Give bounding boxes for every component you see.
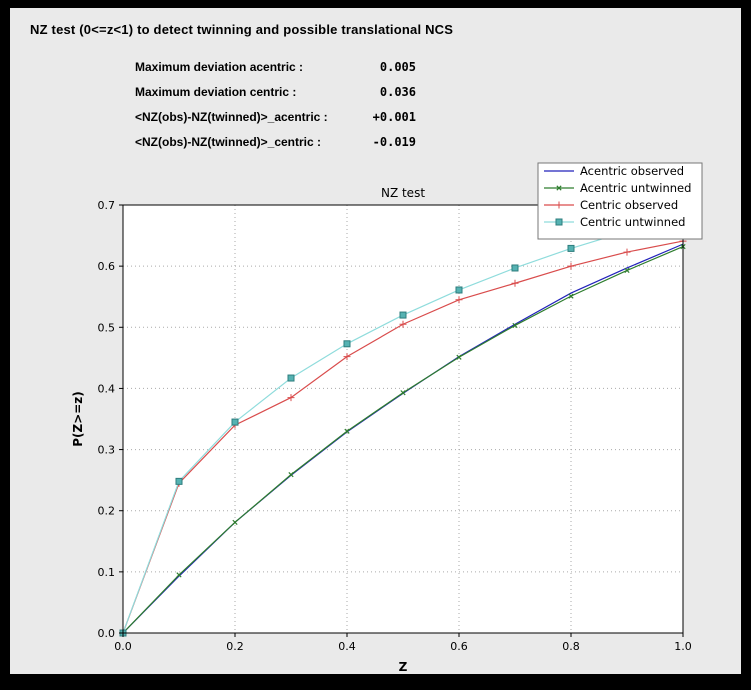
chart-title: NZ test	[381, 186, 425, 200]
y-tick-label: 0.6	[98, 260, 116, 273]
x-tick-label: 0.6	[450, 640, 468, 653]
y-tick-label: 0.4	[98, 382, 116, 395]
plot-background	[123, 205, 683, 633]
series-acentric-untwinned	[120, 243, 686, 636]
tick-marks	[119, 204, 684, 637]
stat-row: Maximum deviation acentric : 0.005	[135, 54, 416, 79]
stat-label: Maximum deviation centric :	[135, 84, 297, 99]
x-axis-label: Z	[399, 660, 408, 674]
legend-label: Centric observed	[580, 198, 678, 212]
stat-value: 0.005	[379, 59, 416, 74]
chart-legend: Acentric observed Acentric untwinned Centr…	[537, 162, 703, 240]
x-tick-label: 1.0	[674, 640, 692, 653]
x-tick-label: 0.4	[338, 640, 356, 653]
y-tick-label: 0.1	[98, 566, 116, 579]
stat-row: Maximum deviation centric : 0.036	[135, 79, 416, 104]
x-tick-label: 0.2	[226, 640, 244, 653]
stats-block: Maximum deviation acentric : 0.005 Maxim…	[135, 54, 416, 154]
page-title: NZ test (0<=z<1) to detect twinning and …	[30, 22, 454, 37]
legend-label: Acentric untwinned	[580, 181, 691, 195]
y-tick-label: 0.3	[98, 444, 116, 457]
nz-test-chart: 0.0 0.2 0.4 0.6 0.8 1.0 0.0 0.1 0.2 0.3 0.4 0.5 0.6 0…	[30, 154, 730, 676]
legend-label: Centric untwinned	[580, 215, 685, 229]
stat-label: Maximum deviation acentric :	[135, 59, 304, 74]
stat-row: <NZ(obs)-NZ(twinned)>_centric : -0.019	[135, 129, 416, 154]
legend-label: Acentric observed	[580, 164, 684, 178]
y-axis-label: P(Z>=z)	[71, 391, 85, 447]
stat-label: <NZ(obs)-NZ(twinned)>_centric :	[135, 134, 322, 149]
stat-value: +0.001	[372, 109, 416, 124]
stat-value: -0.019	[372, 134, 416, 149]
stat-row: <NZ(obs)-NZ(twinned)>_acentric : +0.001	[135, 104, 416, 129]
panel: NZ test (0<=z<1) to detect twinning and …	[10, 8, 741, 674]
legend-item-acentric-observed: Acentric observed	[544, 164, 684, 178]
y-tick-label: 0.5	[98, 321, 116, 334]
x-tick-label: 0.8	[562, 640, 580, 653]
legend-item-acentric-untwinned: Acentric untwinned	[544, 181, 691, 195]
stat-value: 0.036	[379, 84, 416, 99]
y-tick-label: 0.0	[98, 627, 116, 640]
chart-svg: 0.0 0.2 0.4 0.6 0.8 1.0 0.0 0.1 0.2 0.3 0.4 0.5 0.6 0…	[71, 162, 703, 674]
y-tick-label: 0.7	[98, 199, 116, 212]
legend-item-centric-observed: Centric observed	[544, 198, 678, 212]
stat-label: <NZ(obs)-NZ(twinned)>_acentric :	[135, 109, 328, 124]
legend-item-centric-untwinned: Centric untwinned	[544, 215, 685, 229]
axes-frame	[122, 204, 684, 634]
x-tick-label: 0.0	[114, 640, 132, 653]
y-tick-label: 0.2	[98, 505, 116, 518]
